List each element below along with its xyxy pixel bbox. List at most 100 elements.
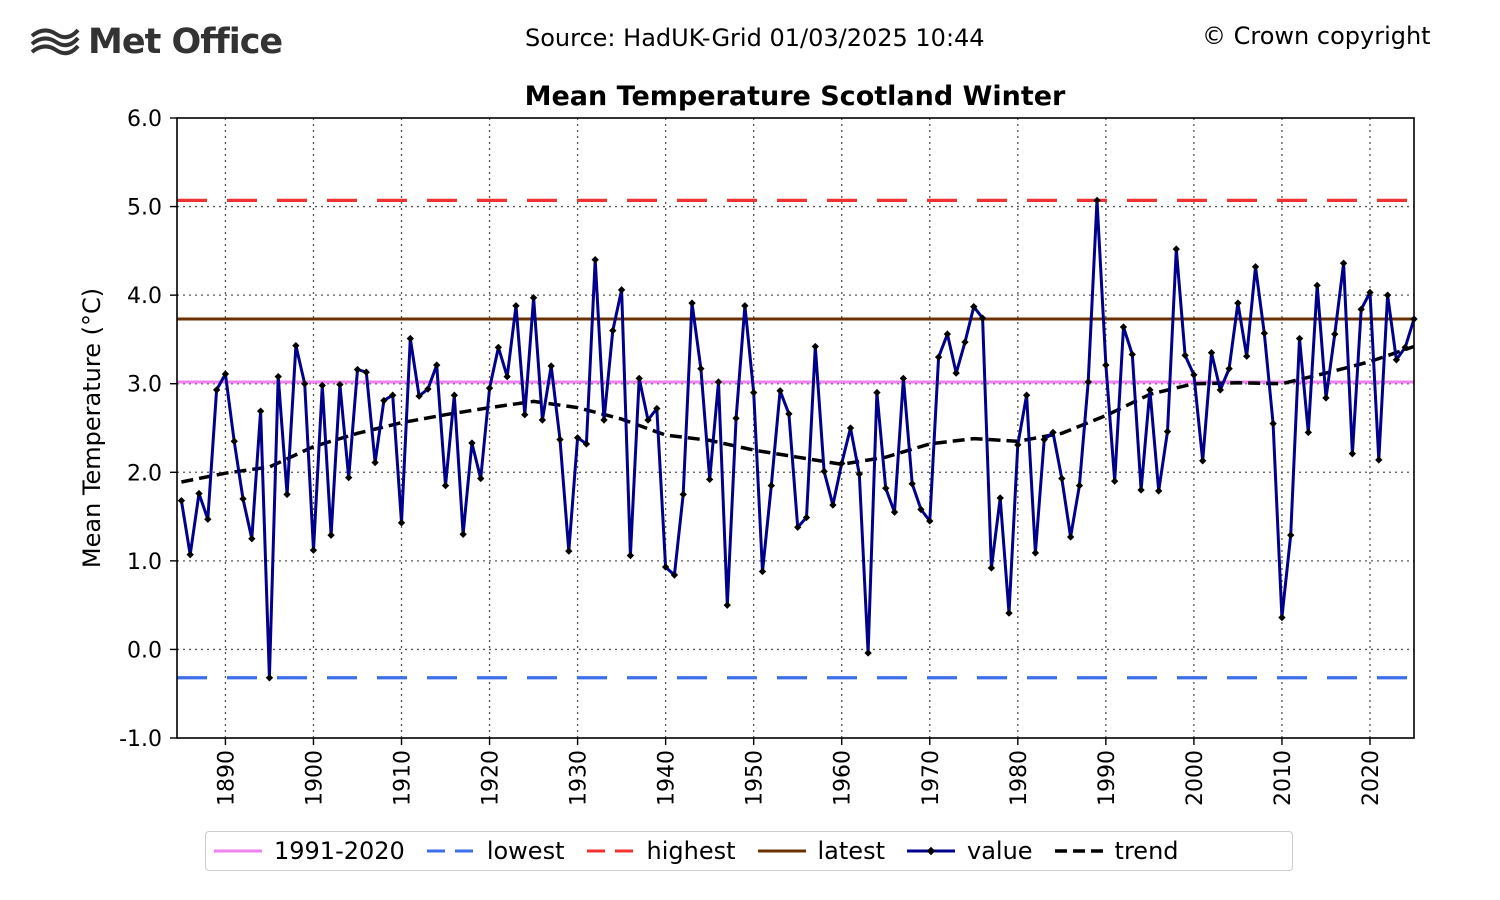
value-point: [300, 380, 309, 388]
legend-label-highest: highest: [646, 837, 736, 865]
value-point: [248, 535, 256, 543]
value-point: [283, 490, 291, 499]
value-point: [415, 392, 423, 400]
value-point: [1075, 481, 1084, 490]
value-point: [1322, 394, 1330, 402]
value-point: [794, 523, 802, 531]
value-point: [767, 481, 775, 490]
value-point: [1163, 427, 1172, 436]
value-point: [327, 531, 335, 539]
value-point: [926, 517, 934, 525]
source-text: Source: HadUK-Grid 01/03/2025 10:44: [525, 24, 985, 52]
value-point: [1234, 299, 1242, 307]
x-tick-label: 1950: [743, 750, 768, 806]
value-point: [987, 564, 996, 572]
value-point: [565, 547, 573, 555]
value-point: [1066, 533, 1075, 541]
x-tick-label: 2020: [1359, 750, 1384, 806]
value-point: [1137, 486, 1145, 494]
value-point: [591, 256, 599, 264]
value-point: [705, 475, 714, 484]
value-point: [1392, 356, 1401, 364]
y-tick-label: 5.0: [127, 196, 162, 221]
x-tick-label: 1980: [1007, 750, 1032, 806]
value-point: [380, 396, 388, 405]
value-point: [679, 490, 687, 499]
value-point: [424, 385, 432, 393]
value-point: [996, 494, 1004, 502]
value-point: [1110, 477, 1119, 485]
value-point: [970, 302, 978, 311]
reference-lines: [177, 198, 1414, 680]
y-tick-label: 2.0: [127, 461, 162, 486]
value-point: [943, 330, 952, 338]
value-point: [776, 387, 784, 395]
value-point: [521, 411, 529, 419]
x-tick-label: 1900: [302, 750, 327, 806]
legend-label-trend: trend: [1114, 837, 1179, 865]
value-point: [1049, 428, 1057, 437]
x-tick-label: 1970: [919, 750, 944, 806]
value-point: [1278, 613, 1286, 622]
value-point: [459, 530, 467, 538]
value-point: [1287, 531, 1295, 539]
value-point: [1084, 378, 1092, 386]
value-point: [186, 550, 194, 559]
chart: Mean Temperature Scotland Winter Mean Te…: [78, 81, 1418, 806]
legend-swatch-lowest: [426, 849, 475, 853]
value-point: [617, 286, 626, 294]
value-point: [952, 369, 960, 377]
value-point: [661, 563, 670, 571]
value-point: [547, 362, 555, 370]
y-tick-label: 6.0: [127, 107, 162, 132]
value-point: [820, 467, 828, 476]
value-point: [477, 474, 485, 483]
met-office-logo[interactable]: Met Office: [30, 22, 283, 62]
value-point: [741, 302, 749, 310]
value-series: [177, 196, 1418, 682]
value-point: [653, 404, 661, 413]
value-point: [309, 546, 318, 554]
value-point: [688, 299, 696, 307]
value-point: [494, 343, 503, 352]
value-point: [292, 341, 300, 350]
value-point: [1172, 245, 1180, 253]
value-point: [1339, 259, 1348, 267]
value-point: [1128, 350, 1136, 359]
legend-label-lowest: lowest: [486, 837, 565, 865]
value-point: [397, 519, 406, 527]
value-point: [697, 364, 705, 373]
value-point: [1154, 487, 1163, 495]
value-point: [1102, 361, 1110, 369]
value-point: [265, 674, 274, 682]
value-point: [670, 571, 679, 579]
value-point: [978, 314, 987, 322]
value-point: [573, 434, 582, 442]
x-tick-label: 2000: [1183, 750, 1208, 806]
value-point: [882, 484, 890, 492]
legend-item-baseline: 1991-2020: [214, 837, 405, 865]
value-point: [1375, 456, 1383, 464]
value-point: [230, 437, 238, 445]
value-point: [441, 481, 450, 490]
value-point: [917, 505, 925, 514]
value-point: [371, 458, 379, 467]
x-tick-label: 1890: [214, 750, 239, 806]
value-point: [556, 435, 564, 444]
value-point: [177, 496, 186, 505]
x-tick-label: 1910: [391, 750, 416, 806]
value-point: [714, 378, 723, 386]
value-point: [732, 414, 740, 422]
value-point: [1260, 329, 1269, 337]
value-point: [433, 361, 441, 369]
plot-frame: [176, 117, 1415, 739]
value-point: [1269, 419, 1277, 428]
value-point: [829, 501, 837, 509]
value-point: [1216, 386, 1224, 394]
value-point: [345, 473, 353, 482]
value-point: [1058, 474, 1066, 483]
value-point: [846, 424, 855, 432]
value-point: [468, 439, 476, 447]
value-point: [626, 551, 635, 560]
legend-item-highest: highest: [586, 837, 736, 865]
